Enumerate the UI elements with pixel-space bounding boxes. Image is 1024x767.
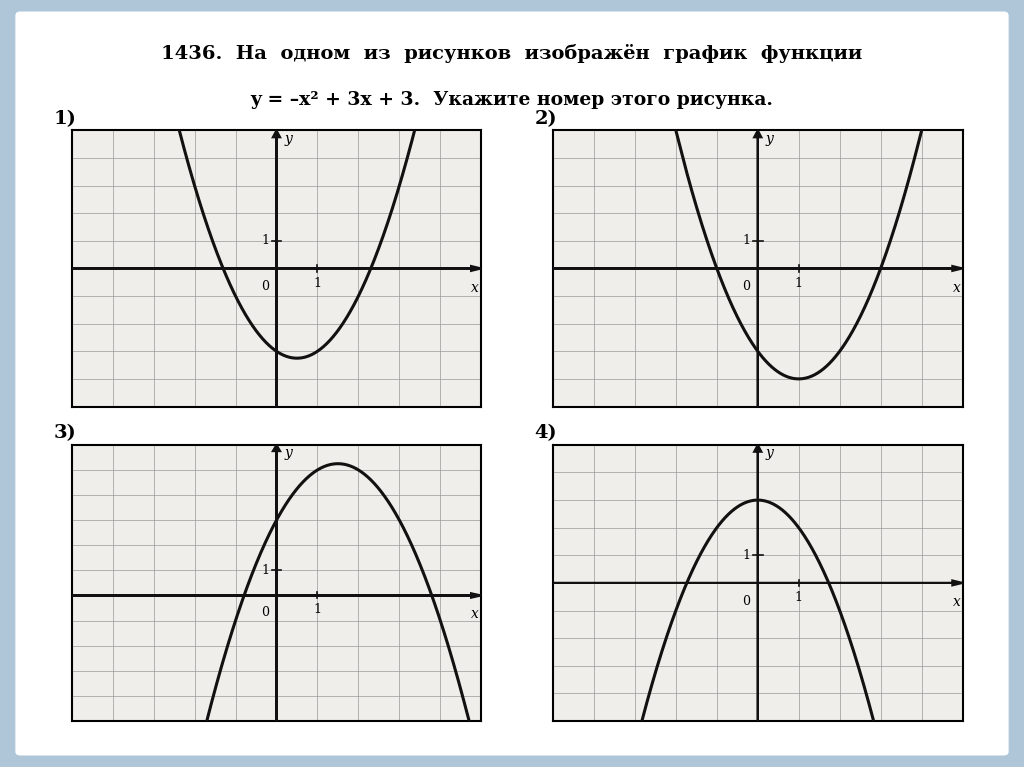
Text: 2): 2) — [535, 110, 557, 128]
FancyArrow shape — [553, 266, 963, 271]
Text: 1: 1 — [795, 591, 803, 604]
Text: y = –x² + 3x + 3.  Укажите номер этого рисунка.: y = –x² + 3x + 3. Укажите номер этого ри… — [251, 91, 773, 109]
FancyArrow shape — [553, 581, 963, 585]
FancyArrow shape — [72, 266, 481, 271]
Text: 0: 0 — [742, 280, 751, 293]
Text: 0: 0 — [742, 594, 751, 607]
FancyArrow shape — [754, 445, 762, 721]
Text: 1): 1) — [53, 110, 76, 128]
Text: 1: 1 — [742, 549, 751, 561]
FancyArrow shape — [754, 130, 762, 407]
Text: 1: 1 — [313, 277, 322, 290]
Text: 0: 0 — [261, 280, 269, 293]
Text: x: x — [952, 281, 961, 295]
Text: 1: 1 — [742, 235, 751, 247]
Text: 1436.  На  одном  из  рисунков  изображён  график  функции: 1436. На одном из рисунков изображён гра… — [162, 44, 862, 63]
FancyArrow shape — [72, 593, 481, 597]
Text: x: x — [471, 281, 479, 295]
Text: 1: 1 — [313, 603, 322, 616]
Text: 0: 0 — [261, 606, 269, 619]
Text: y: y — [285, 132, 293, 146]
Text: 1: 1 — [261, 564, 269, 577]
Text: 4): 4) — [535, 424, 557, 443]
FancyArrow shape — [272, 130, 281, 407]
Text: 1: 1 — [261, 235, 269, 247]
Text: y: y — [285, 446, 293, 460]
Text: x: x — [952, 595, 961, 609]
Text: 3): 3) — [53, 424, 76, 443]
Text: y: y — [766, 446, 774, 460]
Text: x: x — [471, 607, 479, 621]
Text: y: y — [766, 132, 774, 146]
FancyArrow shape — [272, 445, 281, 721]
Text: 1: 1 — [795, 277, 803, 290]
